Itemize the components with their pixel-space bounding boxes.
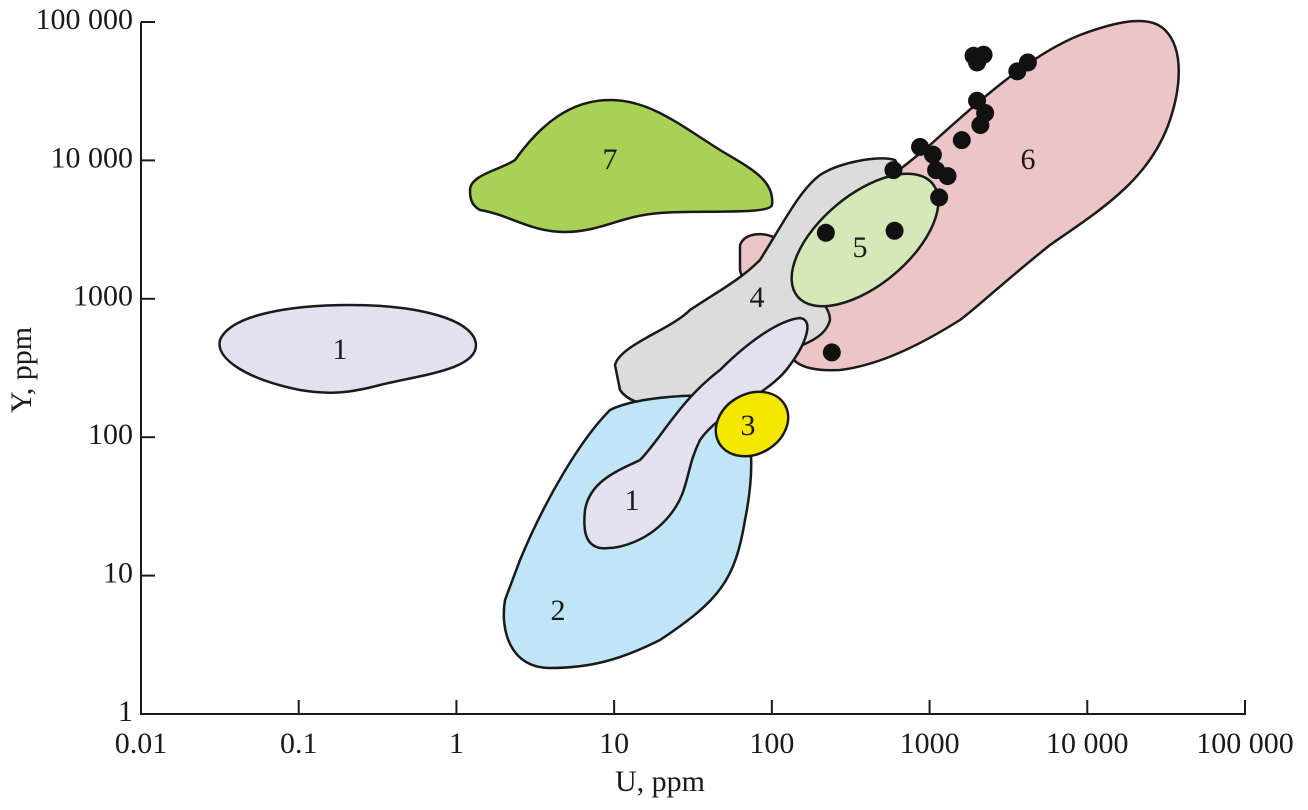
field-7	[468, 98, 774, 234]
x-axis-title: U, ppm	[615, 765, 705, 798]
y-tick-label: 10	[103, 556, 133, 589]
y-tick-label: 1	[118, 695, 133, 728]
y-axis-title: Y, ppm	[5, 327, 38, 413]
field-1-lower	[583, 316, 809, 550]
field-label: 6	[1021, 143, 1036, 176]
point	[822, 343, 841, 362]
y-tick-label: 1000	[73, 280, 133, 313]
field-5	[790, 172, 940, 308]
point	[816, 223, 835, 242]
point	[930, 188, 949, 207]
point	[952, 131, 971, 150]
field-label: 2	[551, 594, 566, 627]
x-tick-label: 100	[749, 727, 794, 760]
field-label: 1	[625, 484, 640, 517]
field-1	[218, 303, 478, 394]
x-tick-label: 10	[599, 727, 629, 760]
y-tick-label: 100	[88, 418, 133, 451]
y-tick-label: 10 000	[51, 141, 134, 174]
x-tick-label: 1000	[900, 727, 960, 760]
fields	[218, 19, 1180, 670]
y-tick-label: 100 000	[36, 3, 134, 36]
x-tick-label: 100 000	[1196, 727, 1294, 760]
field-label: 5	[853, 231, 868, 264]
point	[971, 116, 990, 135]
x-tick-label: 0.01	[115, 727, 168, 760]
x-tick-label: 10 000	[1046, 727, 1129, 760]
point	[938, 167, 957, 186]
field-label: 3	[741, 409, 756, 442]
point	[1008, 62, 1027, 81]
point	[923, 145, 942, 164]
point	[885, 221, 904, 240]
field-label: 1	[333, 333, 348, 366]
field-label: 4	[750, 281, 765, 314]
x-tick-label: 0.1	[280, 727, 318, 760]
x-tick-label: 1	[449, 727, 464, 760]
point	[884, 161, 903, 180]
field-3	[714, 390, 790, 458]
point	[968, 53, 987, 72]
field-label: 7	[603, 143, 618, 176]
